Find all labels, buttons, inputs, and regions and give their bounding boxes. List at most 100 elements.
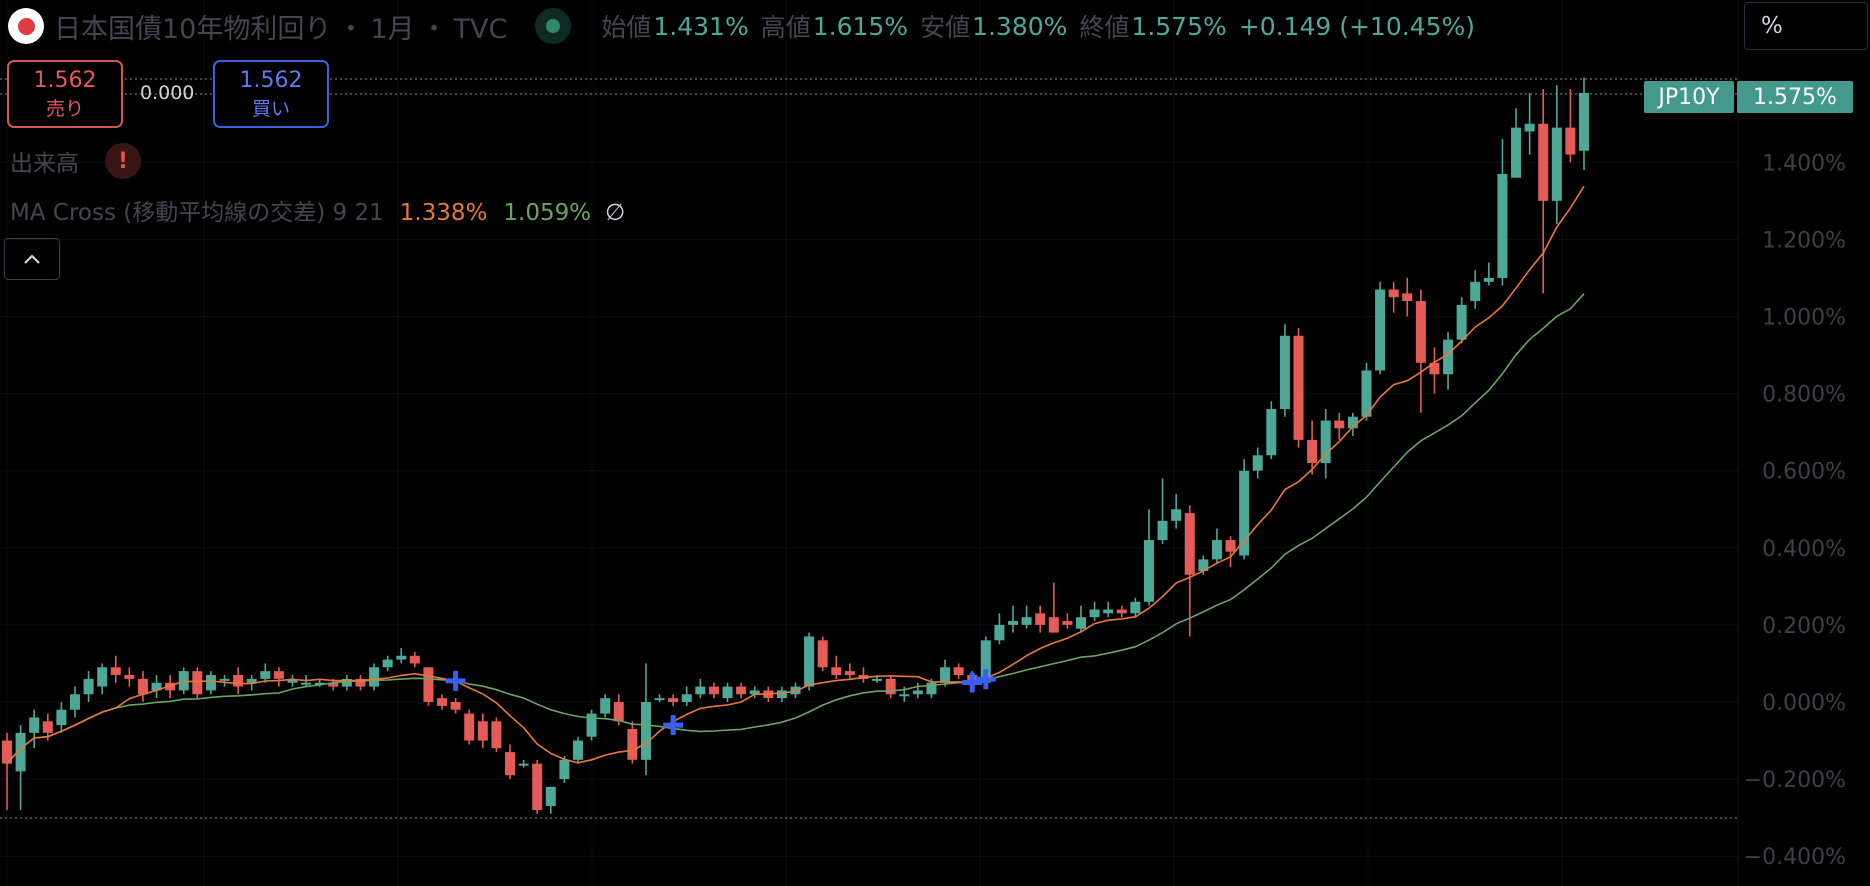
candle-body <box>1551 127 1562 201</box>
candle-body <box>1470 281 1481 302</box>
symbol-title[interactable]: 日本国債10年物利回り・ 1月・ TVC <box>54 13 508 45</box>
candle-body <box>1347 416 1358 429</box>
candle-body <box>423 667 434 702</box>
candle-body <box>844 671 855 676</box>
candle-body <box>137 678 148 695</box>
unit-selector[interactable]: % <box>1744 2 1868 50</box>
y-tick-label: 0.200% <box>1762 614 1846 639</box>
candle-body <box>450 702 461 710</box>
candle-body <box>980 640 991 683</box>
candle-body <box>1048 617 1059 633</box>
candle-body <box>559 759 570 780</box>
y-tick-label: 0.400% <box>1762 537 1846 562</box>
candle-body <box>885 678 896 695</box>
close-label: 終値 <box>1079 13 1130 42</box>
ma-fast-line <box>6 185 1585 765</box>
candle-body <box>586 713 597 737</box>
volume-indicator[interactable]: 出来高 ! <box>10 143 141 179</box>
candle-body <box>627 728 638 760</box>
visibility-icon[interactable]: ∅ <box>605 200 626 226</box>
candle-body <box>545 786 556 807</box>
y-tick-label: −0.200% <box>1744 768 1846 793</box>
candle-body <box>804 636 815 687</box>
chart-header: 日本国債10年物利回り・ 1月・ TVC 始値 1.431% 高値 1.615% 安値 1… <box>8 6 1487 46</box>
candle-body <box>1579 92 1589 151</box>
candle-body <box>491 721 502 749</box>
candle-body <box>872 678 883 681</box>
candle-body <box>1130 601 1141 614</box>
candle-body <box>124 675 135 679</box>
buy-button[interactable]: 1.562 買い <box>213 60 329 128</box>
candle-body <box>1008 621 1019 625</box>
symbol-price-label: JP10Y <box>1644 81 1734 113</box>
ma-cross-marker <box>445 670 466 691</box>
candle-body <box>1565 127 1576 155</box>
y-tick-label: −0.400% <box>1744 845 1846 870</box>
collapse-legend-button[interactable] <box>4 238 60 280</box>
candle-body <box>1524 123 1535 132</box>
candle-body <box>1456 304 1467 340</box>
candle-body <box>1062 621 1073 625</box>
ma-cross-marker <box>975 669 996 690</box>
candle-body <box>56 709 67 726</box>
candle-body <box>1157 520 1168 541</box>
candle-body <box>42 721 53 733</box>
candle-body <box>1334 420 1345 429</box>
ma-cross-indicator[interactable]: MA Cross (移動平均線の交差) 9 21 1.338% 1.059% ∅ <box>10 193 625 227</box>
candle-body <box>695 686 706 695</box>
candle-body <box>1184 513 1195 575</box>
candle-body <box>69 694 80 710</box>
candle-body <box>382 659 393 668</box>
candle-body <box>776 690 787 699</box>
candle-body <box>708 686 719 695</box>
candle-body <box>396 655 407 660</box>
candle-body <box>1320 420 1331 463</box>
candle-body <box>912 690 923 695</box>
candle-body <box>409 655 420 664</box>
y-tick-label: 0.600% <box>1762 460 1846 485</box>
candle-body <box>668 698 679 702</box>
y-tick-label: 0.000% <box>1762 691 1846 716</box>
candle-body <box>1511 127 1522 178</box>
close-value: 1.575% <box>1131 11 1227 41</box>
candle-body <box>1021 617 1032 625</box>
candle-body <box>287 678 298 683</box>
sell-label: 売り <box>45 98 84 120</box>
candle-body <box>83 678 94 695</box>
candle-body <box>1497 173 1508 278</box>
last-price-label: 1.575% <box>1737 81 1853 113</box>
candle-body <box>831 667 842 676</box>
y-tick-label: 1.200% <box>1762 228 1846 253</box>
candle-body <box>369 667 380 687</box>
candle-body <box>722 686 733 699</box>
candle-body <box>1239 470 1250 556</box>
candle-body <box>953 667 964 676</box>
candle-body <box>219 678 230 681</box>
ma-slow-line <box>6 293 1585 765</box>
candle-body <box>341 678 352 687</box>
candle-body <box>1307 439 1318 463</box>
candle-body <box>1103 609 1114 614</box>
candle-body <box>165 682 176 691</box>
candle-body <box>328 682 339 687</box>
ma-label: MA Cross (移動平均線の交差) 9 21 <box>10 200 384 226</box>
candle-body <box>301 682 312 685</box>
candle-body <box>1429 362 1440 375</box>
candle-body <box>1293 335 1304 440</box>
ma-fast-value: 1.338% <box>399 200 488 226</box>
candle-body <box>1252 455 1263 471</box>
candle-body <box>110 667 121 676</box>
candle-body <box>437 698 448 706</box>
candle-body <box>273 671 284 679</box>
candle-body <box>1375 289 1386 371</box>
y-tick-label: 1.000% <box>1762 306 1846 331</box>
candle-body <box>518 763 529 766</box>
candle-body <box>1089 609 1100 618</box>
warning-icon[interactable]: ! <box>105 143 141 179</box>
change-value: +0.149 (+10.45%) <box>1238 11 1475 41</box>
candle-body <box>681 694 692 702</box>
candle-body <box>1361 370 1372 417</box>
high-label: 高値 <box>760 13 811 42</box>
sell-button[interactable]: 1.562 売り <box>7 60 123 128</box>
